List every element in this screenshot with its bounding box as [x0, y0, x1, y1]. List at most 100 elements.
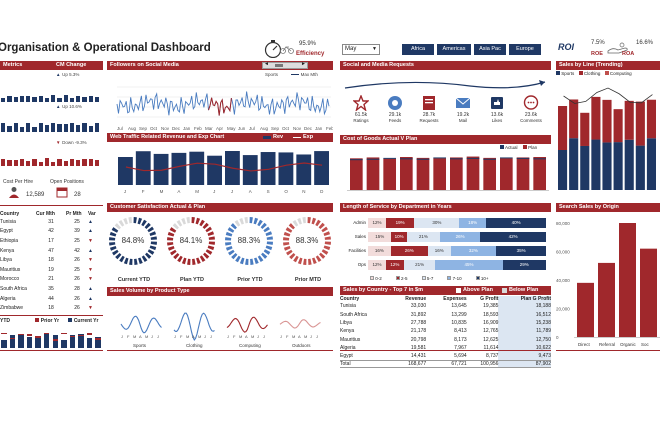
country-name: Algeria — [0, 295, 16, 302]
up-arrow-icon: ▲ — [56, 72, 61, 77]
total-cell: 87,902 — [498, 360, 551, 368]
sales-line-legend: Sports Clothing Computing — [556, 71, 632, 76]
table-row: South Africa 31,892 13,299 18,593 16,512 — [340, 310, 551, 319]
search-sales-bar — [577, 282, 594, 337]
gauge-segment — [199, 219, 205, 227]
service-segment: 30% — [414, 218, 460, 228]
category-label: Sports — [133, 343, 147, 348]
sales-volume-line — [120, 315, 162, 334]
gauge-segment — [177, 255, 183, 263]
plan-g-profit-cell: 11,789 — [498, 327, 551, 336]
gauge-segment — [239, 217, 244, 225]
chevron-left-icon[interactable]: ◄ — [264, 61, 269, 67]
gauge-segment — [109, 246, 117, 251]
slider-thumb[interactable] — [275, 64, 283, 67]
sparkbar — [63, 95, 68, 102]
sparkbar — [32, 96, 37, 102]
gauge-segment — [138, 257, 143, 265]
down-arrow-icon: ▼ — [56, 140, 61, 145]
legend-label: 2-5 — [401, 276, 408, 281]
service-segment: 35% — [496, 246, 546, 256]
gauge-segment — [167, 231, 175, 237]
ytd-prior-marker — [35, 336, 41, 338]
x-tick-label: J — [310, 334, 312, 339]
social-slider[interactable]: ◄ ► — [262, 61, 308, 69]
request-label: Ratings — [353, 118, 369, 123]
month-tick-label: Dec — [304, 126, 313, 131]
ytd-current-bar — [9, 335, 16, 348]
cogs-plan-marker — [350, 159, 363, 161]
metrics-header-label: Metrics — [3, 62, 23, 68]
sparkbar — [63, 161, 68, 166]
tab-americas[interactable]: Americas — [437, 44, 471, 55]
gauge-ring — [283, 217, 331, 265]
rev-bar — [242, 155, 258, 185]
month-tick-label: Apr — [216, 126, 224, 131]
service-legend: 0-2 2-5 5-7 7-10 10+ — [370, 276, 550, 282]
gauge-segment — [311, 217, 317, 225]
gauge-segment — [207, 245, 215, 251]
country-cell: Libya — [340, 319, 352, 326]
tab-europe[interactable]: Europe — [509, 44, 541, 55]
service-segment: 18% — [459, 218, 487, 228]
rev-bar — [260, 152, 276, 185]
g-profit-cell: 12,765 — [483, 328, 499, 335]
gauge-segment — [147, 249, 155, 255]
rev-bar — [314, 151, 329, 185]
col-country: Country — [0, 211, 20, 217]
gauge-segment — [181, 257, 187, 265]
x-tick-label: J — [280, 334, 282, 339]
x-tick-label: J — [151, 334, 153, 339]
x-tick-label: F — [286, 334, 289, 339]
metric-up-1-label: Up 5.3% — [62, 72, 80, 77]
gauge-segment — [112, 249, 119, 256]
gauge-segment — [228, 249, 235, 256]
sparkbar — [38, 122, 43, 132]
month-tick-label: Nov — [161, 126, 170, 131]
period-select[interactable]: May ▼ — [342, 44, 380, 55]
service-segment: 26% — [390, 246, 428, 256]
gauge-value: 84.1% — [179, 236, 203, 245]
down-arrow-icon: ▼ — [88, 237, 93, 244]
sales-country-table: Country Revenue Expenses G Profit Plan G… — [340, 296, 551, 368]
y-tick-label: 0 — [556, 335, 559, 340]
tab-africa[interactable]: Africa — [402, 44, 434, 55]
gauge-ring — [225, 217, 273, 265]
cogs-plan-marker — [366, 158, 380, 160]
metric-sparkbar-1 — [0, 82, 100, 102]
metric-sparkbar-3 — [0, 151, 100, 166]
revenue-cell: 14,431 — [410, 353, 427, 360]
x-tick-label: M — [186, 334, 189, 339]
actual-swatch — [500, 145, 504, 149]
pr-mth-value: 26 — [74, 295, 80, 302]
x-tick-label: A — [245, 334, 248, 339]
rev-bar — [153, 153, 169, 185]
col-pr-mth: Pr Mth — [66, 211, 82, 217]
gauge-segment — [283, 231, 291, 237]
tab-asia-pac[interactable]: Asia Pac — [474, 44, 506, 55]
search-sales-chart: 80,000 60,000 40,000 20,000 0 Direct Referral O… — [556, 215, 660, 350]
x-tick-label: Referral — [599, 342, 615, 347]
open-positions-label: Open Positions — [50, 179, 84, 185]
sparkbar — [76, 125, 81, 132]
service-legend-item: 5-7 — [421, 276, 433, 281]
country-name: Zimbabwe — [0, 305, 24, 312]
total-row: Total 168,677 67,721 100,956 87,902 — [340, 360, 551, 368]
gauge-segment — [149, 245, 157, 251]
table-row: Egypt 42 39 ▲ — [0, 227, 103, 237]
service-row: Sales 15% 10% 21% 26% 42% — [340, 232, 551, 242]
cogs-plan-marker — [533, 158, 546, 160]
pr-mth-value: 42 — [74, 247, 80, 254]
rev-bar — [189, 151, 205, 185]
g-profit-cell: 16,909 — [483, 319, 499, 326]
x-tick-label: O — [284, 189, 288, 194]
gauge-segment — [115, 253, 122, 260]
satisfaction-gauges: 84.8% Current YTD 84.1% Plan YTD 88.3% Prior … — [107, 216, 333, 286]
request-item: 13.6k Likes — [482, 95, 512, 123]
month-tick-label: Jul — [249, 126, 255, 131]
chevron-right-icon[interactable]: ► — [301, 61, 306, 67]
legend-swatch — [421, 276, 426, 280]
above-plan-swatch — [456, 288, 461, 293]
x-tick-label: J — [231, 189, 233, 194]
down-arrow-icon: ▼ — [88, 305, 93, 312]
